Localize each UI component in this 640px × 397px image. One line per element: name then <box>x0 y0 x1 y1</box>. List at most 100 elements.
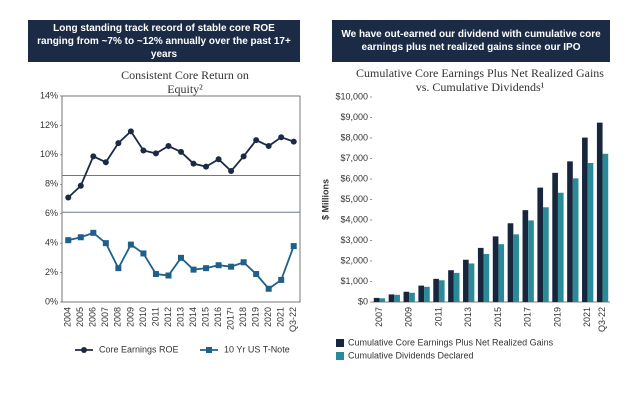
x-tick-label: 2020 <box>263 307 273 327</box>
plot-frame <box>61 95 301 303</box>
point <box>290 243 297 250</box>
chart-title: Consistent Core Return on Equity² <box>121 68 249 96</box>
point <box>228 168 235 175</box>
x-tick-label: 2006 <box>88 307 98 327</box>
point <box>140 147 147 154</box>
x-tick-label: 2008 <box>113 307 123 327</box>
bar <box>448 270 454 302</box>
y-tick-label: 8% <box>45 179 58 189</box>
point <box>165 143 172 150</box>
point <box>77 234 84 241</box>
point <box>290 138 297 145</box>
point <box>203 265 210 272</box>
x-tick-label: 2013 <box>175 307 185 327</box>
bar <box>507 223 514 302</box>
y-tick-label: $4,000 <box>340 214 368 224</box>
point <box>127 128 134 135</box>
y-tick-label: $10,000 <box>335 91 368 101</box>
point <box>102 240 109 247</box>
header: Long standing track record of stable cor… <box>28 20 300 62</box>
bar <box>373 297 380 302</box>
x-tick-label: 2015 <box>493 307 503 327</box>
bar <box>394 294 400 302</box>
x-tick-label: 2018 <box>238 307 248 327</box>
legend-label: Cumulative Core Earnings Plus Net Realiz… <box>348 337 554 347</box>
y-tick-label: $3,000 <box>340 235 368 245</box>
y-tick-label: $5,000 <box>340 194 368 204</box>
bar <box>582 137 588 302</box>
bar <box>424 286 430 302</box>
bar <box>403 291 410 302</box>
point <box>190 160 197 167</box>
point <box>77 182 84 189</box>
x-tick-label: 2012 <box>163 307 173 327</box>
x-tick-label: Q3-22 <box>288 307 298 332</box>
y-axis-label: $ Millions <box>320 179 330 220</box>
bar <box>438 280 445 302</box>
bar <box>463 259 469 302</box>
bar <box>433 278 439 302</box>
bar <box>567 161 573 302</box>
bar <box>522 210 529 302</box>
x-tick-label: 2007 <box>374 307 384 327</box>
x-tick-label: 2004 <box>63 307 73 327</box>
bar <box>418 285 425 302</box>
point <box>152 150 159 157</box>
point <box>81 347 87 353</box>
bar <box>528 220 534 302</box>
x-tick-label: 2010 <box>138 307 148 327</box>
y-tick-label: $9,000 <box>340 112 368 122</box>
bar <box>602 153 609 302</box>
y-tick-label: 6% <box>45 208 58 218</box>
point <box>140 250 147 257</box>
x-tick-label: 2013 <box>463 307 473 327</box>
point <box>215 262 222 269</box>
legend-label: 10 Yr US T-Note <box>224 344 290 354</box>
point <box>278 276 285 283</box>
x-tick-label: 2021 <box>582 307 592 327</box>
bar <box>557 192 564 302</box>
point <box>152 271 159 278</box>
x-tick-label: 2009 <box>404 307 414 327</box>
bar <box>477 247 484 302</box>
point <box>190 266 197 273</box>
bar <box>572 178 579 302</box>
y-tick-label: 2% <box>45 267 58 277</box>
x-tick-label: Q3-22 <box>597 307 607 332</box>
header: We have out-earned our dividend with cum… <box>332 20 610 62</box>
y-tick-label: $8,000 <box>340 132 368 142</box>
y-tick-label: $2,000 <box>340 255 368 265</box>
chart-title: Cumulative Core Earnings Plus Net Realiz… <box>356 66 604 94</box>
point <box>240 259 247 266</box>
point <box>178 254 184 261</box>
point <box>215 156 222 163</box>
bar <box>596 122 603 302</box>
bar <box>379 298 386 302</box>
bar <box>468 263 475 302</box>
point <box>253 271 260 278</box>
point <box>102 159 109 166</box>
bar <box>453 272 460 302</box>
legend-swatch <box>336 352 344 360</box>
series-line <box>67 129 295 199</box>
bar <box>552 172 558 302</box>
y-tick-label: $0 <box>358 296 368 306</box>
bar <box>587 163 594 302</box>
bar <box>388 294 395 302</box>
y-tick-label: 0% <box>45 296 58 306</box>
point <box>65 194 72 201</box>
x-tick-label: 2019 <box>251 307 261 327</box>
x-tick-label: 2014 <box>188 307 198 327</box>
x-tick-label: 2017 <box>523 307 533 327</box>
point <box>178 148 184 155</box>
point <box>127 241 134 248</box>
legend-label: Core Earnings ROE <box>99 344 179 354</box>
point <box>115 265 122 272</box>
point <box>253 137 260 144</box>
bar <box>513 234 519 302</box>
point <box>115 140 122 147</box>
legend-label: Cumulative Dividends Declared <box>348 350 474 360</box>
point <box>265 285 272 292</box>
x-tick-label: 2009 <box>125 307 135 327</box>
